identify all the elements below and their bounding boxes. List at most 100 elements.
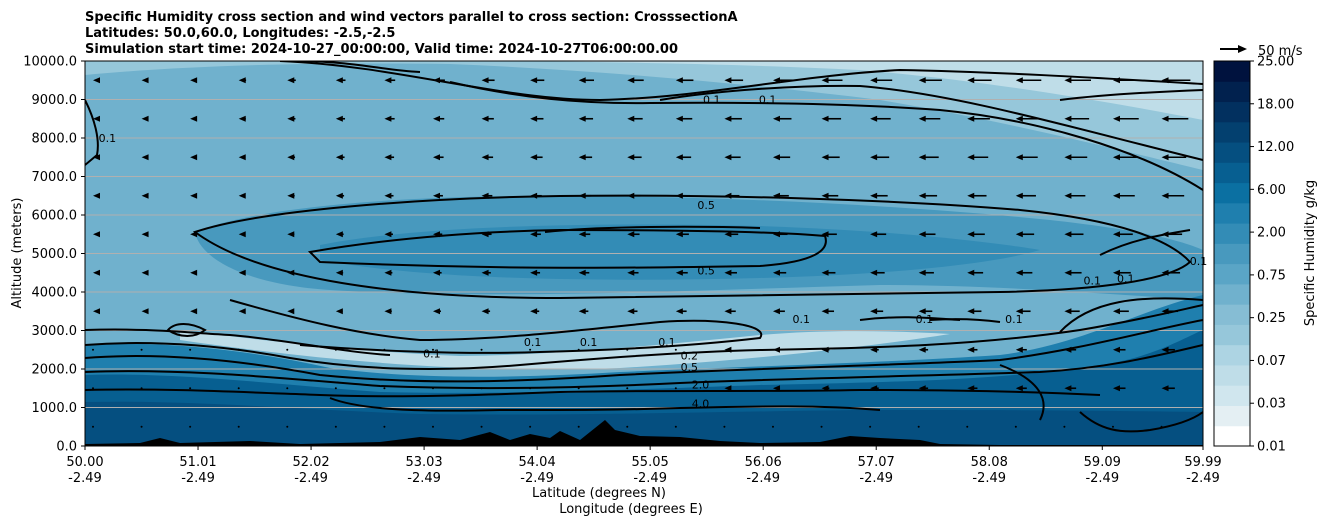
x-axis-ticks: 50.00-2.4951.01-2.4952.02-2.4953.03-2.49… xyxy=(66,446,1222,486)
contour-label: 0.1 xyxy=(1083,274,1101,287)
wind-vector-head xyxy=(141,231,149,238)
contour-label: 4.0 xyxy=(692,398,710,411)
wind-vector xyxy=(966,425,969,428)
contour-line xyxy=(544,225,761,233)
wind-vector-head xyxy=(238,77,246,84)
wind-vector-head xyxy=(627,308,635,315)
title-line-3: Simulation start time: 2024-10-27_00:00:… xyxy=(85,42,678,57)
wind-vector-head xyxy=(870,346,878,353)
wind-vector-head xyxy=(967,192,975,199)
wind-vector-head xyxy=(530,308,538,315)
wind-vector xyxy=(820,425,823,428)
wind-vector-head xyxy=(481,231,489,238)
wind-vector-head xyxy=(967,346,975,353)
wind-vector-head xyxy=(190,231,198,238)
wind-vector xyxy=(92,425,94,428)
wind-vector-head xyxy=(384,115,392,122)
x-tick-label-lat: 57.07 xyxy=(858,455,895,470)
colorbar-tick-label: 25.00 xyxy=(1257,55,1294,70)
wind-vector-head xyxy=(432,77,440,84)
x-tick-label-lon: -2.49 xyxy=(972,471,1006,486)
wind-vector-head xyxy=(1112,154,1120,161)
wind-vector-head xyxy=(772,77,780,84)
wind-vector-head xyxy=(627,77,635,84)
wind-vector-head xyxy=(870,115,878,122)
x-axis-label-longitude: Longitude (degrees E) xyxy=(559,502,703,517)
wind-vector-head xyxy=(627,192,635,199)
wind-vector xyxy=(237,425,240,428)
humidity-band-upper-driest xyxy=(300,61,1203,120)
wind-vector-head xyxy=(772,269,780,276)
wind-vector xyxy=(577,387,580,390)
wind-vector-head xyxy=(675,154,683,161)
wind-vector xyxy=(431,425,434,428)
wind-vector-head xyxy=(967,385,975,392)
contour-line xyxy=(449,81,1203,191)
wind-vector-head xyxy=(481,308,489,315)
wind-vectors xyxy=(92,77,1191,428)
wind-vector-head xyxy=(1064,308,1072,315)
colorbar-tick-label: 6.00 xyxy=(1257,183,1286,198)
wind-vector xyxy=(383,348,386,351)
wind-vector-head xyxy=(1161,154,1169,161)
colorbar-segment xyxy=(1214,81,1250,103)
contour-line xyxy=(85,328,391,356)
wind-vector-head xyxy=(918,115,926,122)
x-tick-label-lon: -2.49 xyxy=(1186,471,1220,486)
contour-label: 0.1 xyxy=(916,313,934,326)
wind-vector-head xyxy=(1015,115,1023,122)
wind-vector-head xyxy=(287,308,295,315)
wind-vector-head xyxy=(1161,385,1169,392)
wind-vector xyxy=(431,387,434,390)
wind-vector xyxy=(674,348,677,351)
wind-vector-head xyxy=(384,308,392,315)
wind-vector-head xyxy=(335,115,343,122)
wind-vector-head xyxy=(724,154,732,161)
wind-vector xyxy=(1014,425,1017,428)
wind-vector-head xyxy=(530,231,538,238)
wind-vector-head xyxy=(918,346,926,353)
wind-vector-head xyxy=(238,154,246,161)
wind-vector-head xyxy=(1064,385,1072,392)
contour-label: 0.5 xyxy=(681,361,699,374)
wind-vector-head xyxy=(627,154,635,161)
x-tick-label-lat: 53.03 xyxy=(405,455,442,470)
wind-vector-head xyxy=(724,269,732,276)
wind-vector xyxy=(480,387,483,390)
colorbar-segment xyxy=(1214,324,1250,346)
y-tick-label: 0.0 xyxy=(56,440,77,455)
wind-vector-head xyxy=(724,77,732,84)
colorbar-tick-label: 0.25 xyxy=(1257,311,1286,326)
contour-line xyxy=(85,388,1101,398)
y-tick-label: 6000.0 xyxy=(32,209,78,224)
contour-line xyxy=(166,323,207,337)
wind-vector-head xyxy=(772,154,780,161)
wind-vector-head xyxy=(481,77,489,84)
wind-vector xyxy=(237,387,240,390)
wind-vector-head xyxy=(287,77,295,84)
wind-vector-head xyxy=(1015,231,1023,238)
quiver-key-label: 50 m/s xyxy=(1258,44,1303,59)
wind-vector-head xyxy=(1161,231,1169,238)
wind-vector xyxy=(189,348,192,351)
wind-vector-head xyxy=(530,77,538,84)
wind-vector-head xyxy=(238,231,246,238)
x-tick-label-lat: 54.04 xyxy=(519,455,556,470)
wind-vector-head xyxy=(93,231,100,238)
wind-vector-head xyxy=(1112,308,1120,315)
wind-vector-head xyxy=(821,154,829,161)
wind-vector-head xyxy=(821,269,829,276)
wind-vector-head xyxy=(967,231,975,238)
x-tick-label-lat: 58.08 xyxy=(971,455,1008,470)
x-tick-label-lon: -2.49 xyxy=(294,471,328,486)
wind-vector-head xyxy=(967,308,975,315)
wind-vector-head xyxy=(432,154,440,161)
wind-vector-head xyxy=(578,308,586,315)
wind-vector-head xyxy=(967,154,975,161)
wind-vector xyxy=(237,348,240,351)
wind-vector-head xyxy=(675,192,683,199)
wind-vector-head xyxy=(967,77,975,84)
wind-vector-head xyxy=(287,231,295,238)
wind-vector-head xyxy=(967,115,975,122)
contour-label: 0.1 xyxy=(580,336,598,349)
